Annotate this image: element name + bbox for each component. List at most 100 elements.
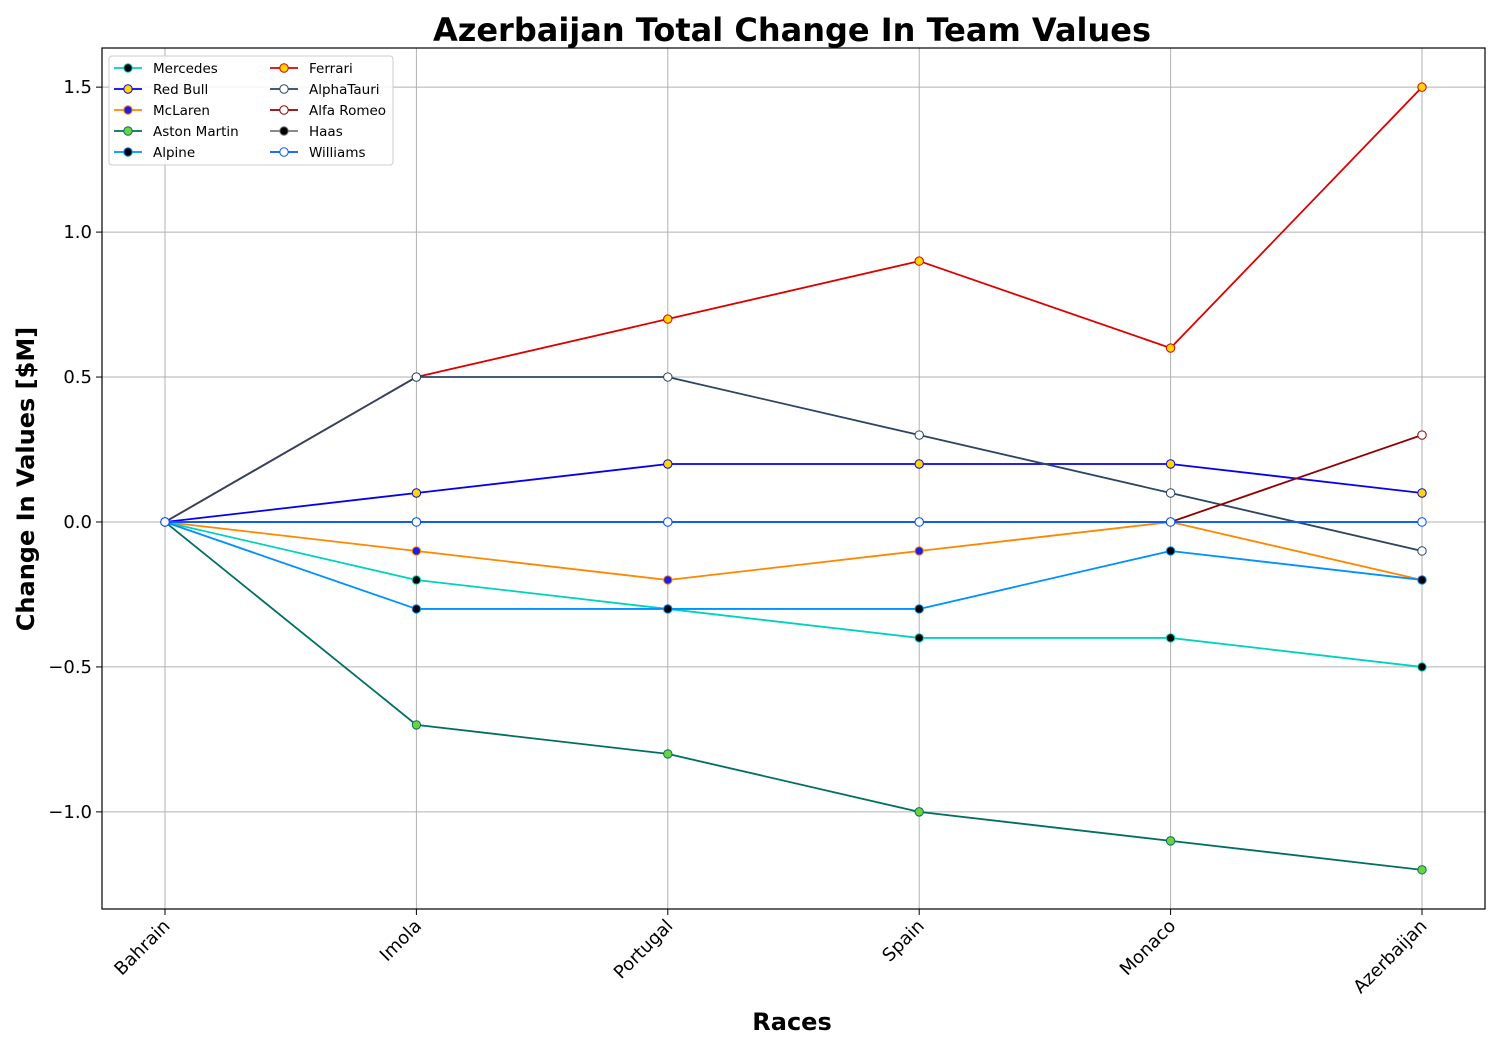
series-line <box>164 521 1423 871</box>
series-red-bull <box>160 459 1427 527</box>
x-tick-label: Spain <box>878 916 928 966</box>
series-lines <box>160 82 1427 875</box>
series-alfa-romeo <box>160 430 1427 527</box>
legend-box <box>108 55 394 166</box>
data-point <box>914 604 924 614</box>
legend-label: Ferrari <box>309 61 353 77</box>
plot-frame <box>101 47 1486 910</box>
data-point <box>411 488 422 498</box>
legend-item: AlphaTauri <box>270 82 380 98</box>
data-point <box>1417 546 1427 556</box>
legend-item: Haas <box>270 124 343 140</box>
series-mclaren <box>160 517 1427 585</box>
data-point <box>1417 488 1427 498</box>
series-line <box>164 521 1423 581</box>
axis-ticks: Bahrain Imola Portugal Spain Monaco Azerbaija… <box>48 77 1431 998</box>
legend-label: Haas <box>309 124 343 140</box>
legend-item: Mercedes <box>114 61 218 77</box>
legend-item: Alfa Romeo <box>270 103 386 119</box>
x-tick-label: Portugal <box>610 916 678 984</box>
legend-label: Williams <box>309 145 366 161</box>
y-tick-label: 0.5 <box>63 367 92 388</box>
y-tick-label: 1.0 <box>63 222 92 243</box>
data-point <box>914 546 924 556</box>
data-point <box>663 459 673 469</box>
chart-title: Azerbaijan Total Change In Team Values <box>433 11 1151 49</box>
data-point <box>1165 517 1176 527</box>
data-point <box>1165 488 1176 498</box>
series-line <box>164 521 1423 610</box>
data-point <box>663 604 673 614</box>
data-point <box>663 314 673 324</box>
legend-label: Alfa Romeo <box>309 103 386 119</box>
legend-marker <box>123 147 133 157</box>
legend-label: Mercedes <box>153 61 218 77</box>
data-point <box>663 749 673 759</box>
legend-item: Red Bull <box>114 82 208 98</box>
legend-marker <box>123 105 133 115</box>
series-line <box>165 434 1423 523</box>
data-point <box>1165 343 1176 353</box>
data-point <box>914 633 924 643</box>
legend-label: AlphaTauri <box>309 82 380 98</box>
legend-item: Ferrari <box>270 61 353 77</box>
legend-item: Aston Martin <box>114 124 239 140</box>
y-tick-label: 0.0 <box>63 512 92 533</box>
legend-marker <box>279 126 289 136</box>
data-point <box>1165 459 1176 469</box>
legend-marker <box>279 105 289 115</box>
data-point <box>914 256 924 266</box>
y-axis-label: Change In Values [$M] <box>12 327 40 631</box>
grid-lines <box>102 48 1485 909</box>
data-point <box>1417 430 1427 440</box>
legend-marker <box>123 84 133 94</box>
legend-marker <box>123 126 133 136</box>
data-point <box>1417 865 1427 875</box>
data-point <box>1417 575 1427 585</box>
legend-marker <box>279 63 289 73</box>
series-line <box>164 521 1423 668</box>
legend-item: McLaren <box>114 103 210 119</box>
y-tick-label: 1.5 <box>63 77 92 98</box>
x-tick-label: Imola <box>376 916 426 966</box>
data-point <box>1417 82 1427 92</box>
legend-marker <box>279 147 289 157</box>
y-tick-label: −0.5 <box>48 657 92 678</box>
legend-marker <box>279 84 289 94</box>
data-point <box>411 720 422 730</box>
data-point <box>411 604 422 614</box>
data-point <box>1165 633 1176 643</box>
data-point <box>663 575 673 585</box>
data-point <box>1417 662 1427 672</box>
legend-label: Alpine <box>153 145 195 161</box>
series-williams <box>160 517 1427 527</box>
legend-label: Aston Martin <box>153 124 239 140</box>
legend-item: Williams <box>270 145 366 161</box>
data-point <box>914 459 924 469</box>
x-tick-label: Bahrain <box>110 916 174 980</box>
data-point <box>914 517 924 527</box>
x-tick-label: Monaco <box>1116 916 1180 980</box>
x-axis-label: Races <box>752 1008 831 1036</box>
data-point <box>411 546 422 556</box>
legend-label: Red Bull <box>153 82 208 98</box>
data-point <box>411 517 422 527</box>
data-point <box>663 372 673 382</box>
series-mercedes <box>160 517 1427 672</box>
series-line <box>164 463 1423 523</box>
data-point <box>411 575 422 585</box>
data-point <box>914 430 924 440</box>
series-aston-martin <box>160 517 1427 875</box>
legend-marker <box>123 63 133 73</box>
data-point <box>914 807 924 817</box>
data-point <box>1165 836 1176 846</box>
data-point <box>1417 517 1427 527</box>
data-point <box>663 517 673 527</box>
legend-item: Alpine <box>114 145 195 161</box>
data-point <box>411 372 422 382</box>
legend: Mercedes Red Bull McLaren Aston Martin Alpin… <box>108 55 394 166</box>
y-tick-label: −1.0 <box>48 802 92 823</box>
series-line <box>164 376 1423 552</box>
